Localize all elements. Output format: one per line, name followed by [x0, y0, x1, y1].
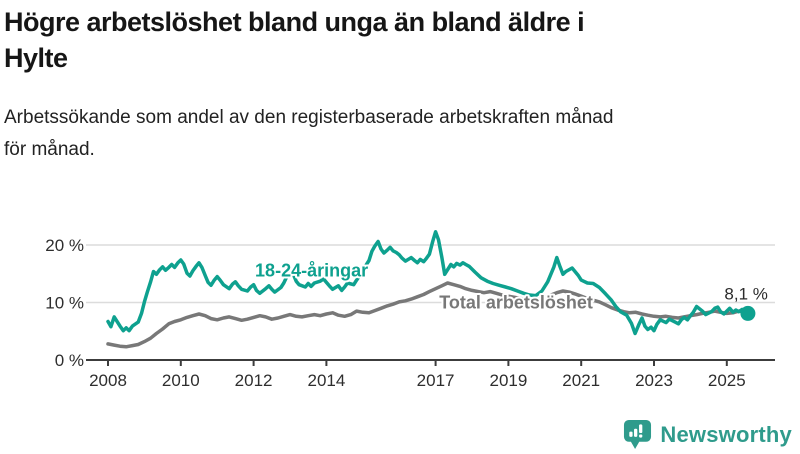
line-chart: 0 % 10 % 20 % 2008 2010 2012 2014 2017 2019 2021 2…: [45, 230, 775, 390]
endpoint-value-label: 8,1 %: [724, 284, 767, 303]
x-axis-label: 2012: [235, 371, 273, 390]
brand-name: Newsworthy: [660, 421, 792, 447]
series-line-total-arbetsl-shet: [106, 281, 753, 349]
chart-page: Högre arbetslöshet bland unga än bland ä…: [0, 4, 800, 454]
page-subtitle: Arbetssökande som andel av den registerb…: [4, 107, 614, 160]
page-title: Högre arbetslöshet bland unga än bland ä…: [4, 7, 585, 73]
x-axis-label: 2008: [89, 371, 127, 390]
x-axis-label: 2025: [708, 371, 746, 390]
x-axis-label: 2014: [307, 371, 345, 390]
x-axis-label: 2023: [635, 371, 673, 390]
series-label-total-arbetsl-shet: Total arbetslöshet: [439, 292, 593, 312]
series-label-18-24-ringar: 18-24-åringar: [255, 261, 368, 281]
y-axis-label: 20 %: [45, 236, 84, 255]
x-axis-label: 2010: [162, 371, 200, 390]
bar-chart-speech-bubble-icon: [624, 420, 652, 449]
endpoint-marker: [740, 305, 756, 321]
series-line-18-24-ringar: [106, 230, 750, 336]
y-axis-label: 10 %: [45, 294, 84, 313]
x-axis-label: 2017: [417, 371, 455, 390]
x-axis-label: 2019: [489, 371, 527, 390]
x-axis-label: 2021: [562, 371, 600, 390]
y-axis-label: 0 %: [55, 351, 84, 370]
newsworthy-logo: Newsworthy: [623, 419, 792, 450]
